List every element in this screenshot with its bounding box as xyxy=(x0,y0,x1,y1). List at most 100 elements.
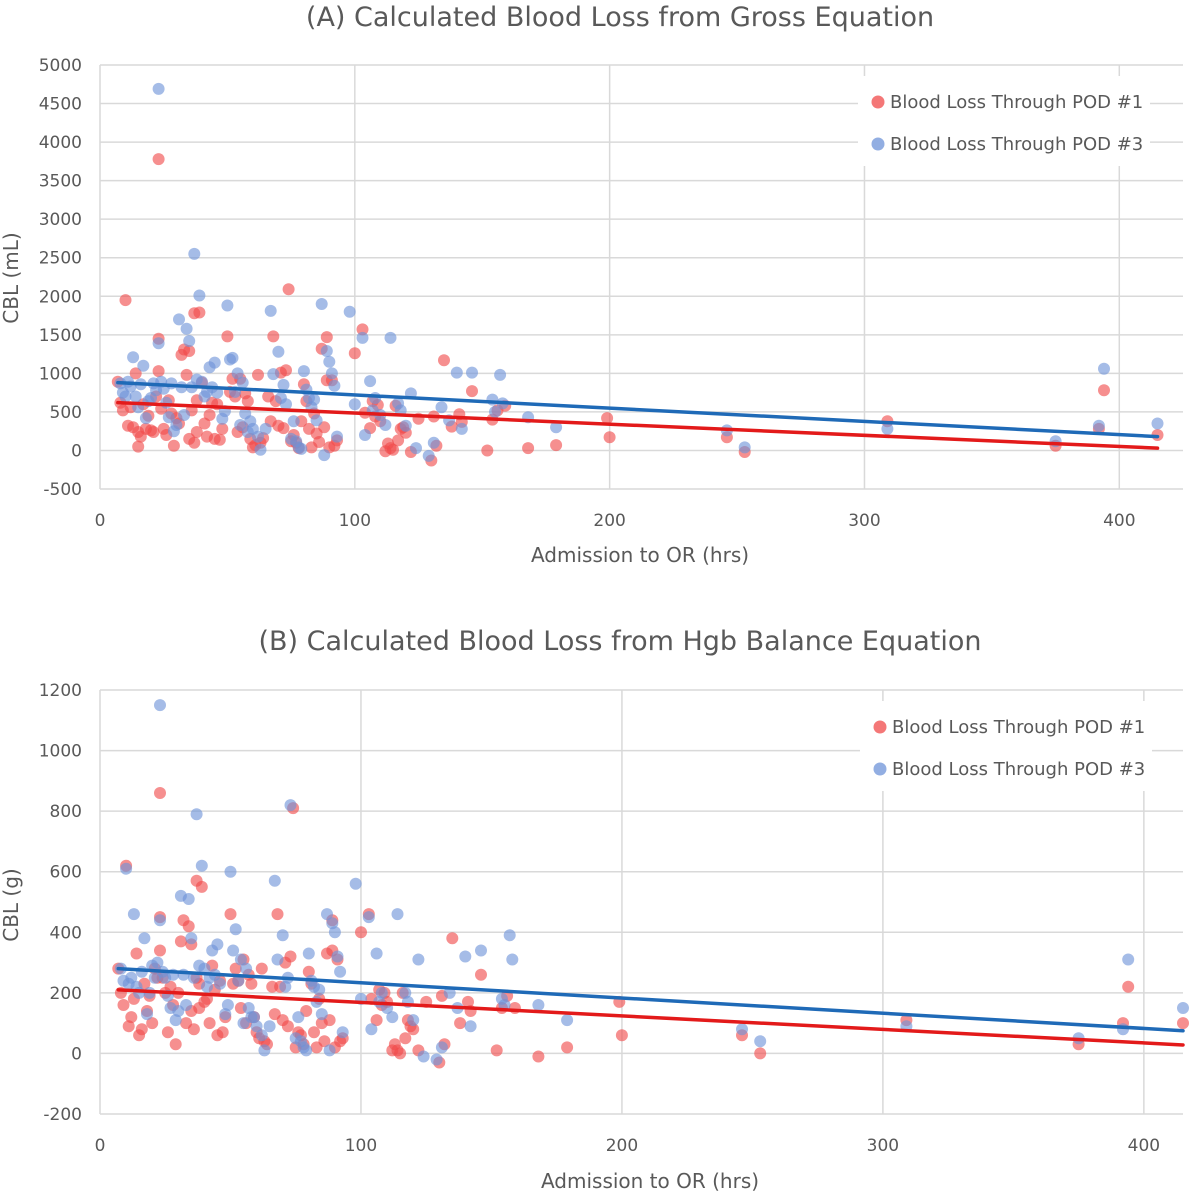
data-point xyxy=(132,441,144,453)
y-tick-label: 4000 xyxy=(39,133,82,153)
data-point xyxy=(222,999,234,1011)
data-point xyxy=(191,808,203,820)
data-point xyxy=(363,911,375,923)
data-point xyxy=(407,1014,419,1026)
data-point xyxy=(153,83,165,95)
data-point xyxy=(1122,981,1134,993)
data-point xyxy=(282,1020,294,1032)
data-point xyxy=(313,984,325,996)
data-point xyxy=(193,307,205,319)
data-point xyxy=(277,929,289,941)
data-point xyxy=(188,248,200,260)
y-tick-label: 0 xyxy=(71,441,82,461)
data-point xyxy=(308,1026,320,1038)
data-point xyxy=(125,1011,137,1023)
data-point xyxy=(283,283,295,295)
data-point xyxy=(178,409,190,421)
data-point xyxy=(324,1044,336,1056)
data-point xyxy=(418,1051,430,1063)
data-point xyxy=(148,426,160,438)
data-point xyxy=(423,450,435,462)
data-point xyxy=(168,440,180,452)
data-point xyxy=(240,963,252,975)
data-point xyxy=(1122,954,1134,966)
data-point xyxy=(438,354,450,366)
data-point xyxy=(217,1026,229,1038)
data-point xyxy=(181,323,193,335)
data-point xyxy=(153,337,165,349)
data-point xyxy=(285,799,297,811)
data-point xyxy=(130,391,142,403)
data-point xyxy=(400,420,412,432)
chart-panel-b: (B) Calculated Blood Loss from Hgb Balan… xyxy=(0,626,1189,1193)
y-tick-label: 600 xyxy=(50,863,82,883)
y-tick-label: 1500 xyxy=(39,326,82,346)
x-tick-label: 300 xyxy=(867,1136,899,1156)
data-point xyxy=(245,978,257,990)
data-point xyxy=(267,368,279,380)
data-point xyxy=(394,1047,406,1059)
data-point xyxy=(316,298,328,310)
data-point xyxy=(292,1011,304,1023)
data-point xyxy=(196,881,208,893)
data-point xyxy=(491,1044,503,1056)
data-point xyxy=(431,1054,443,1066)
data-point xyxy=(550,439,562,451)
data-point xyxy=(260,423,272,435)
legend: Blood Loss Through POD #1 Blood Loss Thro… xyxy=(860,701,1152,791)
data-point xyxy=(154,787,166,799)
data-point xyxy=(288,415,300,427)
legend-label: Blood Loss Through POD #1 xyxy=(890,92,1143,113)
data-point xyxy=(481,445,493,457)
data-point xyxy=(308,394,320,406)
y-tick-label: 1000 xyxy=(39,742,82,762)
data-point xyxy=(183,920,195,932)
data-point xyxy=(175,935,187,947)
y-axis-label: CBL (g) xyxy=(0,868,23,942)
data-point xyxy=(196,860,208,872)
data-point xyxy=(385,332,397,344)
x-tick-label: 0 xyxy=(95,1136,106,1156)
data-point xyxy=(272,908,284,920)
data-point xyxy=(436,401,448,413)
data-point xyxy=(506,954,518,966)
data-point xyxy=(188,1023,200,1035)
legend-label: Blood Loss Through POD #3 xyxy=(892,759,1145,780)
data-point xyxy=(337,1026,349,1038)
data-point xyxy=(454,1017,466,1029)
legend-marker xyxy=(874,763,887,776)
data-point xyxy=(128,908,140,920)
data-point xyxy=(1177,1002,1189,1014)
data-point xyxy=(285,951,297,963)
y-tick-label: 400 xyxy=(50,923,82,943)
x-tick-label: 400 xyxy=(1128,1136,1160,1156)
data-point xyxy=(170,419,182,431)
data-point xyxy=(242,395,254,407)
data-point xyxy=(357,332,369,344)
y-tick-label: 5000 xyxy=(39,56,82,76)
data-point xyxy=(133,987,145,999)
data-point xyxy=(349,398,361,410)
data-point xyxy=(162,1026,174,1038)
data-point xyxy=(739,441,751,453)
data-point xyxy=(280,364,292,376)
data-point xyxy=(446,932,458,944)
data-point xyxy=(183,893,195,905)
data-point xyxy=(120,863,132,875)
data-point xyxy=(118,999,130,1011)
data-point xyxy=(344,306,356,318)
y-tick-label: -200 xyxy=(43,1105,82,1125)
y-tick-label: 800 xyxy=(50,802,82,822)
x-tick-label: 300 xyxy=(848,511,880,531)
data-point xyxy=(326,367,338,379)
y-tick-label: 4500 xyxy=(39,95,82,115)
data-point xyxy=(332,951,344,963)
data-point xyxy=(183,335,195,347)
data-point xyxy=(204,1017,216,1029)
data-point xyxy=(303,948,315,960)
data-point xyxy=(328,380,340,392)
y-tick-label: 1000 xyxy=(39,364,82,384)
data-point xyxy=(269,875,281,887)
data-point xyxy=(237,377,249,389)
data-point xyxy=(141,1008,153,1020)
